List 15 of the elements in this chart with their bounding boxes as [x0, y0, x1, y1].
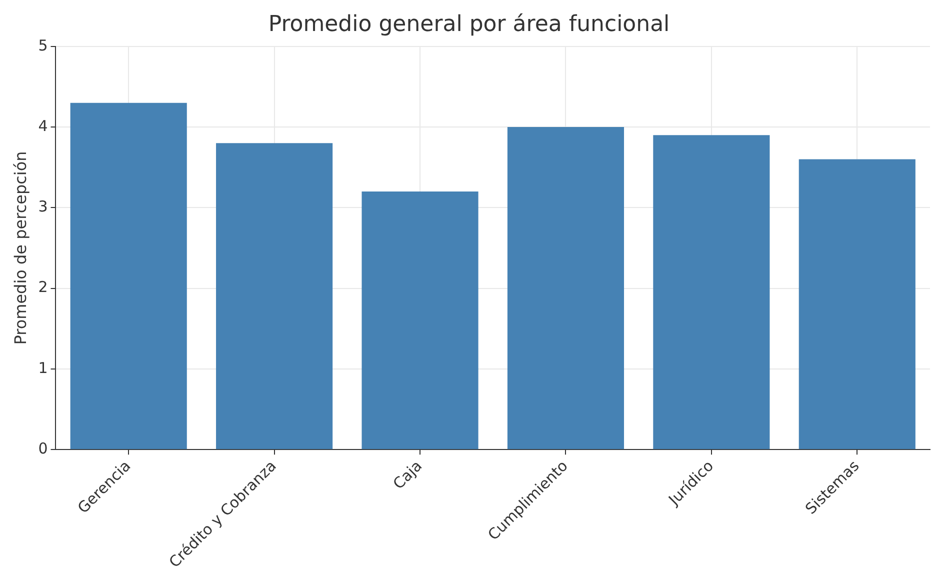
bar: [70, 102, 187, 450]
x-tick-label: Caja: [390, 456, 426, 493]
y-tick-label: 4: [38, 116, 48, 135]
bar: [362, 192, 478, 450]
y-tick-label: 5: [38, 36, 48, 54]
y-tick-label: 1: [38, 358, 48, 377]
bar: [653, 135, 770, 450]
bar: [216, 143, 333, 450]
bar: [798, 159, 916, 450]
bar: [507, 127, 624, 450]
chart-title: Promedio general por área funcional: [268, 12, 670, 37]
y-tick-label: 0: [38, 439, 48, 458]
y-axis-title: Promedio de percepción: [10, 151, 30, 345]
y-tick-label: 2: [38, 278, 48, 296]
y-tick-label: 3: [38, 198, 48, 216]
